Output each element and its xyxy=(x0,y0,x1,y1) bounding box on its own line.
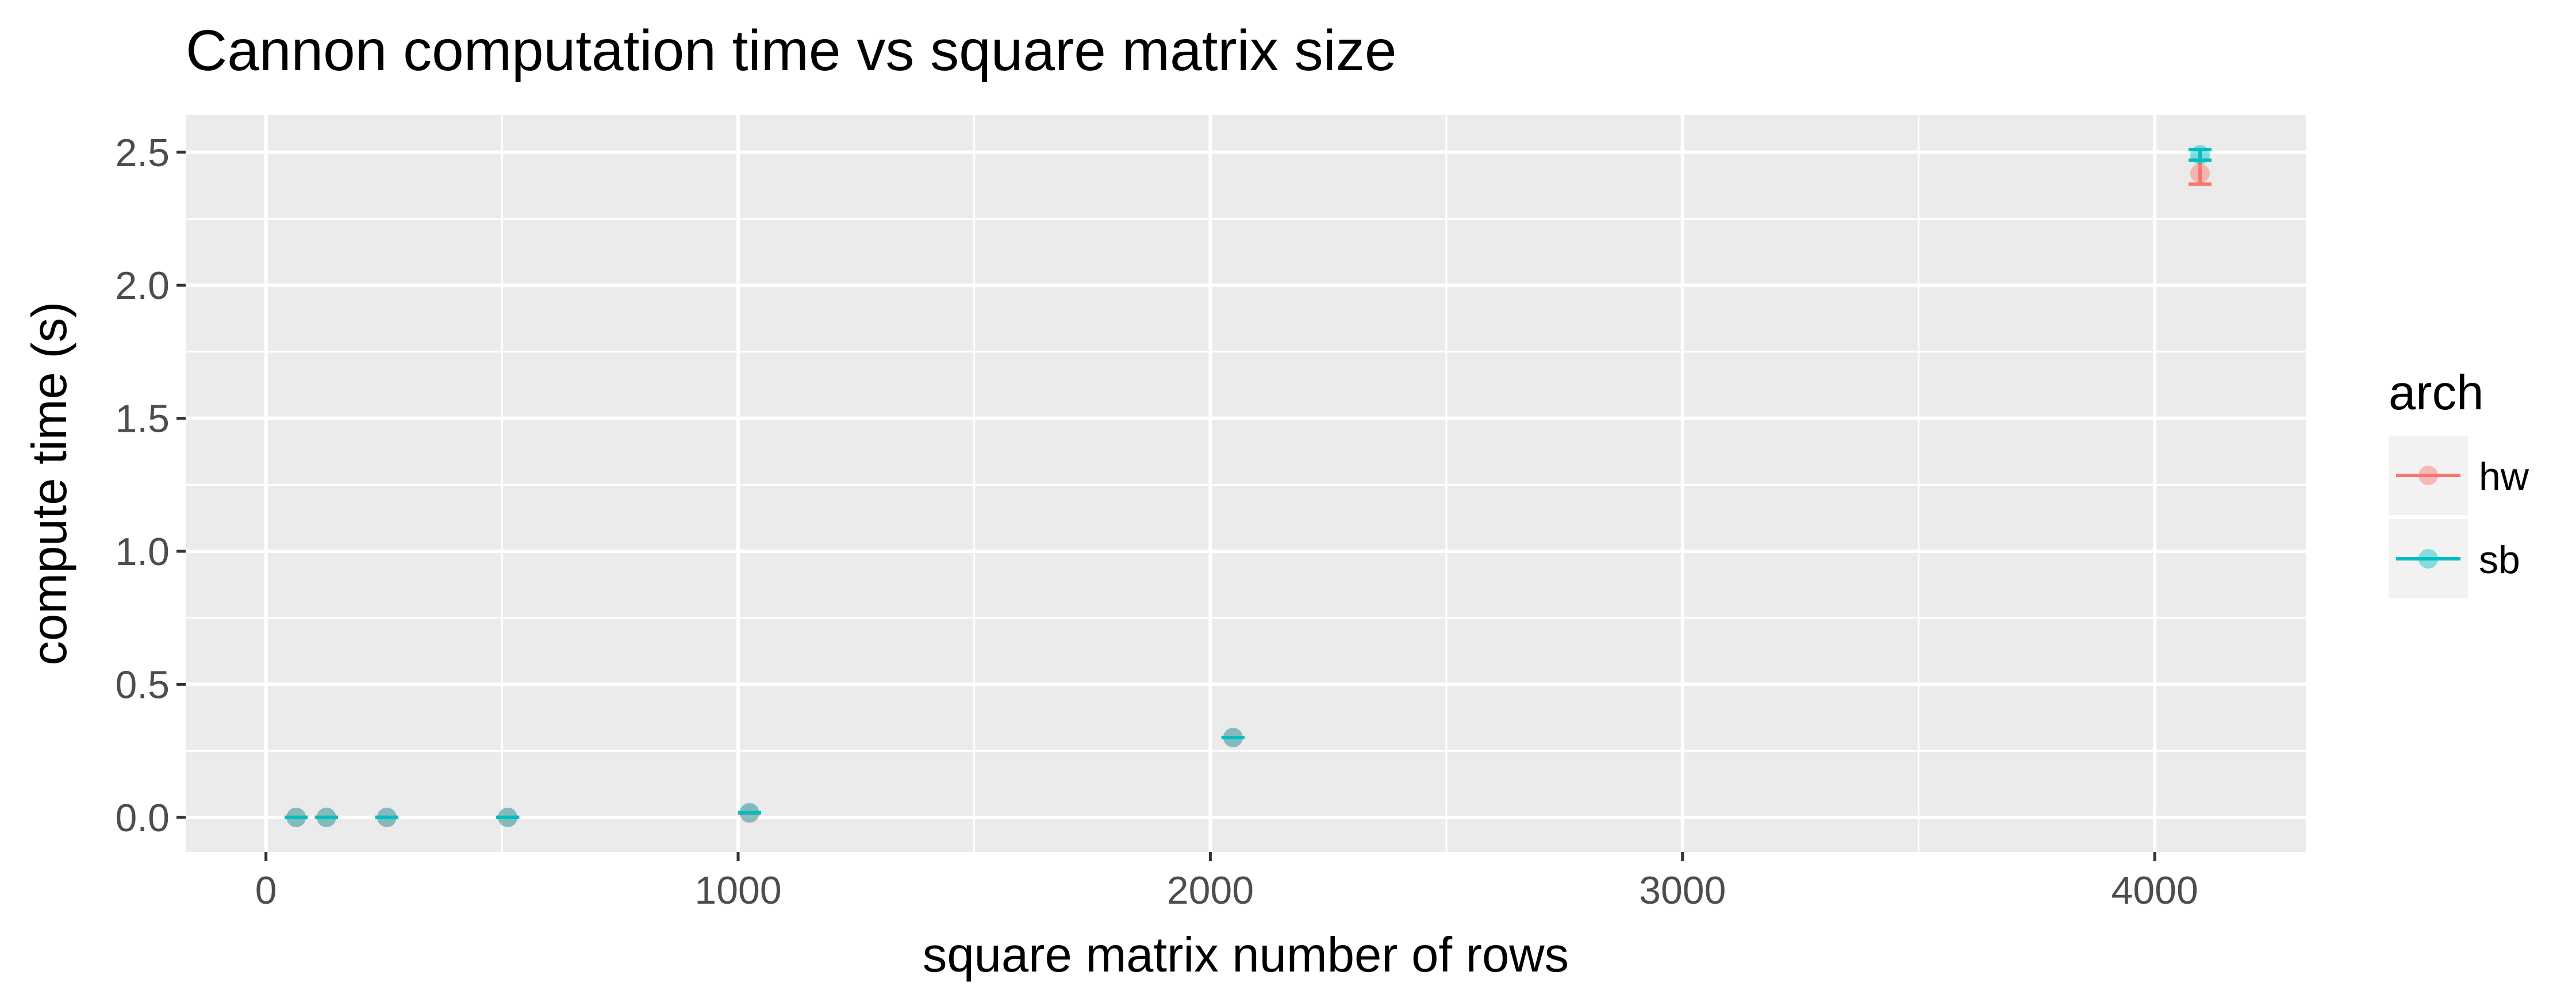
data-point-hw xyxy=(2190,163,2210,183)
legend-label-sb: sb xyxy=(2479,538,2520,582)
data-point-sb xyxy=(2190,145,2210,165)
y-tick-label: 1.0 xyxy=(115,530,170,574)
legend-point-hw xyxy=(2418,466,2438,485)
axes: 0 1000 2000 3000 4000 0.0 0.5 1.0 1.5 2.0 2.5 xyxy=(115,131,2198,912)
x-tick-label: 4000 xyxy=(2112,869,2198,912)
x-tick-label: 2000 xyxy=(1167,869,1254,912)
y-tick-label: 0.0 xyxy=(115,796,170,840)
data-point-sb xyxy=(498,807,518,827)
data-point-sb xyxy=(377,807,397,827)
y-tick-label: 1.5 xyxy=(115,397,170,441)
data-point-sb xyxy=(739,803,759,823)
x-axis-title: square matrix number of rows xyxy=(923,928,1569,982)
grid-lines xyxy=(186,115,2306,852)
legend-items: hw sb xyxy=(2389,436,2529,598)
data-point-sb xyxy=(286,807,306,827)
x-tick-label: 0 xyxy=(255,869,277,912)
legend-title: arch xyxy=(2389,366,2483,420)
y-tick-label: 2.5 xyxy=(115,131,170,175)
legend-point-sb xyxy=(2418,549,2438,569)
data-point-sb xyxy=(316,807,336,827)
y-tick-label: 2.0 xyxy=(115,264,170,308)
plot-panel xyxy=(186,115,2306,852)
data-marks xyxy=(285,145,2212,827)
legend-label-hw: hw xyxy=(2479,455,2529,498)
x-tick-label: 1000 xyxy=(694,869,781,912)
series-sb xyxy=(285,145,2212,827)
y-tick-label: 0.5 xyxy=(115,663,170,706)
y-axis-title: compute time (s) xyxy=(22,302,77,666)
data-point-sb xyxy=(1223,727,1243,747)
legend: arch hw sb xyxy=(2389,366,2529,598)
chart-title: Cannon computation time vs square matrix… xyxy=(186,18,1397,83)
x-tick-label: 3000 xyxy=(1639,869,1726,912)
